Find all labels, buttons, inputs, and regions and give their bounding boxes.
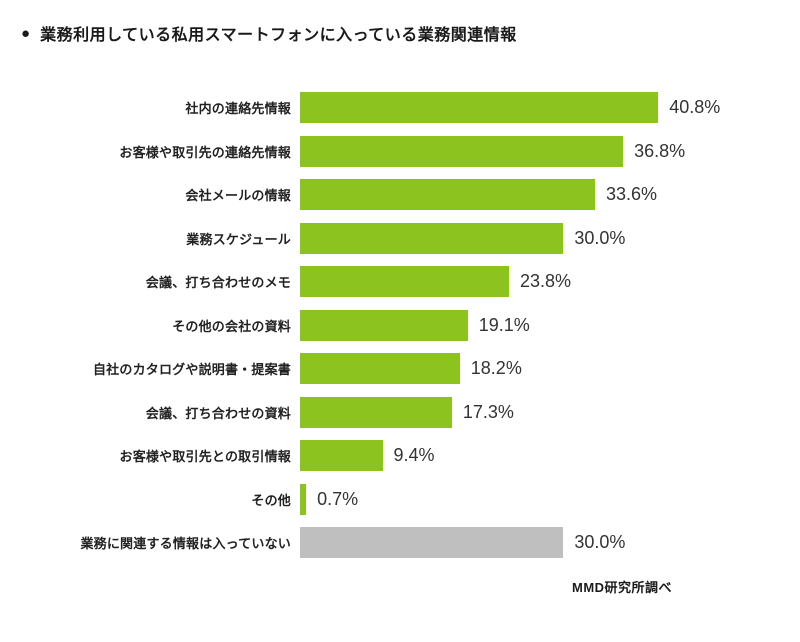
- chart-row: その他の会社の資料 19.1%: [0, 309, 800, 341]
- category-label: 業務に関連する情報は入っていない: [80, 536, 291, 551]
- chart-row: 会議、打ち合わせのメモ 23.8%: [0, 266, 800, 297]
- bar: [300, 483, 307, 515]
- bar-chart: 社内の連絡先情報 40.8% お客様や取引先の連絡先情報 36.8% 会社メール…: [0, 92, 800, 571]
- chart-row: お客様や取引先との取引情報 9.4%: [0, 440, 800, 471]
- category-label: 自社のカタログや説明書・提案書: [92, 362, 291, 377]
- chart-row: お客様や取引先の連絡先情報 36.8%: [0, 135, 800, 167]
- category-label: 会社メールの情報: [185, 188, 291, 203]
- chart-title: 業務利用している私用スマートフォンに入っている業務関連情報: [40, 27, 517, 44]
- bar: [300, 266, 509, 297]
- value-label: 23.8%: [519, 271, 571, 291]
- chart-row: 会社メールの情報 33.6%: [0, 179, 800, 210]
- value-label: 18.2%: [470, 358, 522, 378]
- bar: [300, 179, 595, 210]
- chart-row: 業務スケジュール 30.0%: [0, 222, 800, 254]
- category-label: その他の会社の資料: [172, 318, 291, 334]
- bar: [300, 222, 564, 254]
- bar: [300, 396, 452, 428]
- chart-row: 会議、打ち合わせの資料 17.3%: [0, 396, 800, 428]
- chart-row: 自社のカタログや説明書・提案書 18.2%: [0, 353, 800, 384]
- bar: [300, 527, 564, 558]
- bar: [300, 135, 624, 167]
- category-label: 社内の連絡先情報: [185, 101, 291, 116]
- chart-row: その他 0.7%: [0, 483, 800, 515]
- category-label: お客様や取引先との取引情報: [119, 449, 291, 464]
- value-label: 9.4%: [393, 445, 435, 465]
- bar: [300, 353, 460, 384]
- value-label: 36.8%: [634, 140, 686, 161]
- category-label: その他: [251, 492, 291, 508]
- value-label: 30.0%: [574, 532, 626, 552]
- chart-title-row: ● 業務利用している私用スマートフォンに入っている業務関連情報: [21, 21, 517, 45]
- value-label: 17.3%: [462, 401, 514, 422]
- bullet-icon: ●: [21, 24, 31, 42]
- chart-row: 社内の連絡先情報 40.8%: [0, 92, 800, 123]
- value-label: 19.1%: [478, 314, 530, 335]
- value-label: 0.7%: [317, 488, 359, 509]
- bar: [300, 92, 659, 123]
- value-label: 33.6%: [606, 184, 658, 204]
- bar: [300, 440, 383, 471]
- category-label: 業務スケジュール: [186, 231, 291, 247]
- bar: [300, 309, 468, 341]
- category-label: 会議、打ち合わせのメモ: [145, 275, 291, 290]
- value-label: 30.0%: [574, 227, 626, 248]
- value-label: 40.8%: [669, 97, 721, 117]
- category-label: お客様や取引先の連絡先情報: [119, 144, 291, 160]
- source-note: MMD研究所調べ: [572, 580, 673, 595]
- category-label: 会議、打ち合わせの資料: [145, 405, 291, 421]
- chart-row: 業務に関連する情報は入っていない 30.0%: [0, 527, 800, 558]
